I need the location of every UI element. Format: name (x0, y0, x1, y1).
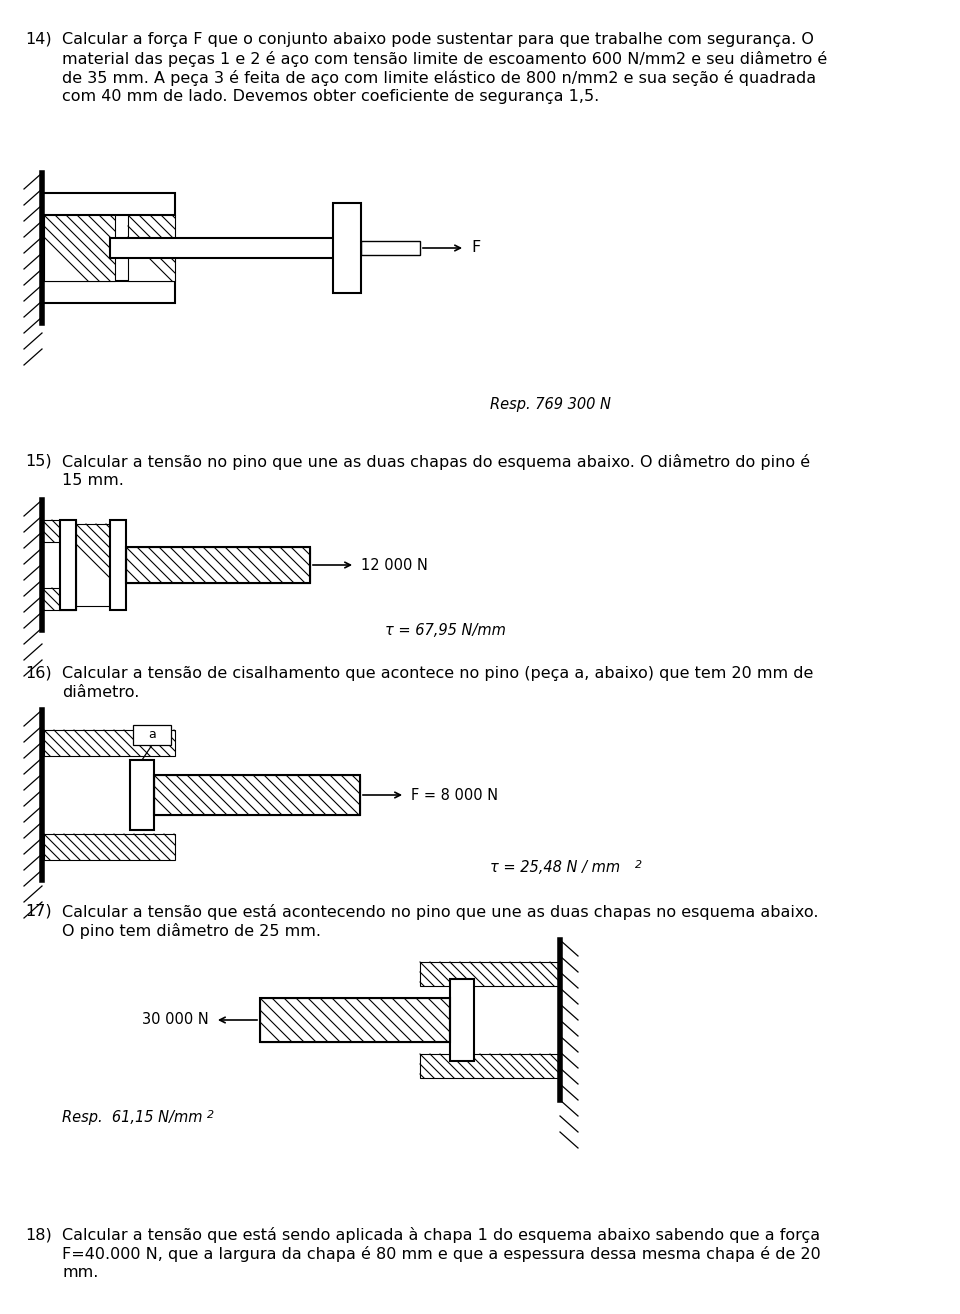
Text: material das peças 1 e 2 é aço com tensão limite de escoamento 600 N/mm2 e seu d: material das peças 1 e 2 é aço com tensã… (62, 51, 828, 67)
Text: F = 8 000 N: F = 8 000 N (411, 787, 498, 803)
Text: de 35 mm. A peça 3 é feita de aço com limite elástico de 800 n/mm2 e sua seção é: de 35 mm. A peça 3 é feita de aço com li… (62, 70, 816, 85)
Bar (450, 979, 474, 1060)
Text: Calcular a tensão no pino que une as duas chapas do esquema abaixo. O diâmetro d: Calcular a tensão no pino que une as dua… (62, 455, 810, 470)
Text: com 40 mm de lado. Devemos obter coeficiente de segurança 1,5.: com 40 mm de lado. Devemos obter coefici… (62, 89, 599, 104)
Bar (76, 524, 110, 606)
Bar (126, 547, 310, 583)
Bar (133, 725, 171, 745)
Bar (42, 193, 175, 215)
Text: τ = 67,95 N/mm: τ = 67,95 N/mm (385, 623, 506, 639)
Bar (361, 240, 420, 255)
Text: Calcular a tensão de cisalhamento que acontece no pino (peça a, abaixo) que tem : Calcular a tensão de cisalhamento que ac… (62, 666, 813, 681)
Text: 2: 2 (635, 859, 642, 870)
Bar (42, 587, 76, 610)
Bar (420, 1054, 560, 1077)
Text: Calcular a força F que o conjunto abaixo pode sustentar para que trabalhe com se: Calcular a força F que o conjunto abaixo… (62, 32, 814, 47)
Bar (44, 834, 175, 859)
Text: Resp.  61,15 N/mm: Resp. 61,15 N/mm (62, 1110, 203, 1125)
Bar (44, 731, 175, 756)
Text: a: a (148, 728, 156, 741)
Text: τ = 25,48 N / mm: τ = 25,48 N / mm (490, 859, 620, 875)
Text: F=40.000 N, que a largura da chapa é 80 mm e que a espessura dessa mesma chapa é: F=40.000 N, que a largura da chapa é 80 … (62, 1246, 821, 1261)
Text: 14): 14) (25, 32, 52, 47)
Text: 30 000 N: 30 000 N (142, 1013, 209, 1028)
Text: 18): 18) (25, 1227, 52, 1242)
Text: F: F (471, 240, 480, 255)
Bar (154, 775, 360, 815)
Bar (128, 215, 175, 281)
Text: Calcular a tensão que está sendo aplicada à chapa 1 do esquema abaixo sabendo qu: Calcular a tensão que está sendo aplicad… (62, 1227, 820, 1243)
Text: O pino tem diâmetro de 25 mm.: O pino tem diâmetro de 25 mm. (62, 922, 321, 940)
Bar (110, 238, 360, 258)
Text: 15 mm.: 15 mm. (62, 473, 124, 487)
Bar (60, 520, 76, 610)
Bar (42, 281, 175, 304)
Bar (42, 520, 76, 541)
Text: Calcular a tensão que está acontecendo no pino que une as duas chapas no esquema: Calcular a tensão que está acontecendo n… (62, 904, 819, 920)
Text: 17): 17) (25, 904, 52, 918)
Bar (110, 520, 126, 610)
Bar (154, 775, 360, 815)
Bar (260, 999, 450, 1042)
Text: mm.: mm. (62, 1265, 98, 1280)
Bar (333, 202, 361, 293)
Bar (420, 962, 560, 986)
Bar (126, 547, 310, 583)
Bar (44, 215, 115, 281)
Text: 12 000 N: 12 000 N (361, 557, 428, 573)
Bar (260, 999, 450, 1042)
Text: 2: 2 (207, 1110, 214, 1120)
Bar (130, 759, 154, 830)
Text: Resp. 769 300 N: Resp. 769 300 N (490, 397, 611, 413)
Text: 15): 15) (25, 455, 52, 469)
Text: 16): 16) (25, 666, 52, 681)
Text: diâmetro.: diâmetro. (62, 685, 139, 700)
